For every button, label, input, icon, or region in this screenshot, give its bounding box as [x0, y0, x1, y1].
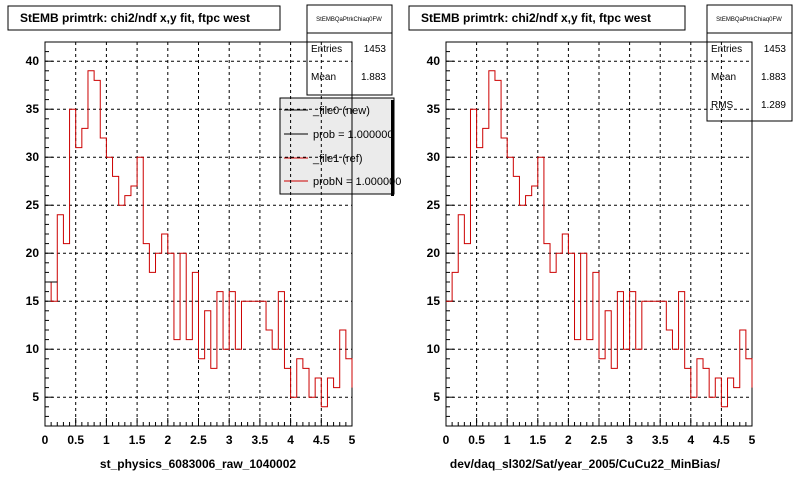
histogram-series — [446, 70, 753, 408]
x-tick-label: 0.5 — [468, 433, 485, 447]
y-tick-label: 35 — [427, 102, 441, 116]
left-legend-frame — [279, 97, 395, 195]
y-tick-label: 40 — [427, 54, 441, 68]
right-stats-rms-label: RMS — [711, 100, 734, 111]
left-plot-area: 0 0.5 1 1.5 2 2.5 3 3.5 4 4.5 5 5 10 15 20 25 30 35 40 — [26, 41, 356, 447]
x-tick-label: 1.5 — [529, 433, 546, 447]
y-tick-label: 25 — [26, 198, 40, 212]
x-tick-label: 0 — [443, 433, 450, 447]
right-plot-area: 0 0.5 1 1.5 2 2.5 3 3.5 4 4.5 5 5 10 15 20 25 30 35 40 — [427, 41, 756, 447]
left-title: StEMB primtrk: chi2/ndf x,y fit, ftpc we… — [20, 11, 250, 25]
legend-entry-0: _file0 (new) — [312, 105, 370, 117]
x-tick-label: 4 — [687, 433, 694, 447]
right-title-box — [408, 5, 686, 31]
left-stats-mean-value: 1.883 — [361, 72, 386, 83]
x-tick-label: 0.5 — [67, 433, 84, 447]
x-tick-label: 1 — [504, 433, 511, 447]
y-tick-label: 15 — [427, 294, 441, 308]
y-tick-label: 20 — [26, 246, 40, 260]
left-stats-entries-label: Entries — [311, 44, 342, 55]
histogram-series — [45, 70, 353, 408]
x-tick-label: 2 — [164, 433, 171, 447]
x-tick-label: 2.5 — [190, 433, 207, 447]
x-tick-label: 1.5 — [129, 433, 146, 447]
left-title-box — [7, 5, 281, 31]
right-stats-entries-label: Entries — [711, 44, 742, 55]
x-tick-label: 1 — [103, 433, 110, 447]
left-legend: _file0 (new) prob = 1.000000 _file1 (ref… — [279, 97, 401, 196]
x-tick-label: 4.5 — [713, 433, 730, 447]
right-title: StEMB primtrk: chi2/ndf x,y fit, ftpc we… — [421, 11, 651, 25]
right-stats-mean-label: Mean — [711, 72, 736, 83]
left-x-axis-label: st_physics_6083006_raw_1040002 — [100, 457, 296, 471]
right-x-axis-label: dev/daq_sl302/Sat/year_2005/CuCu22_MinBi… — [450, 457, 721, 471]
y-tick-label: 35 — [26, 102, 40, 116]
left-histogram-panel: StEMB primtrk: chi2/ndf x,y fit, ftpc we… — [7, 5, 296, 471]
legend-entry-1: prob = 1.000000 — [313, 129, 393, 141]
y-tick-label: 10 — [427, 342, 441, 356]
y-tick-label: 40 — [26, 54, 40, 68]
x-tick-label: 4 — [287, 433, 294, 447]
x-tick-label: 3 — [226, 433, 233, 447]
y-tick-label: 20 — [427, 246, 441, 260]
x-tick-label: 5 — [749, 433, 756, 447]
right-stats-entries-value: 1453 — [764, 44, 787, 55]
right-histogram-panel: StEMB primtrk: chi2/ndf x,y fit, ftpc we… — [408, 5, 721, 471]
x-tick-label: 5 — [349, 433, 356, 447]
y-tick-label: 15 — [26, 294, 40, 308]
legend-entry-3: probN = 1.000000 — [313, 176, 401, 188]
y-tick-label: 5 — [32, 390, 39, 404]
x-tick-label: 3 — [626, 433, 633, 447]
y-tick-label: 25 — [427, 198, 441, 212]
x-tick-label: 2 — [565, 433, 572, 447]
y-tick-label: 5 — [433, 390, 440, 404]
x-tick-label: 3.5 — [652, 433, 669, 447]
right-stats-title: StEMBQaPtrkChiaq0FW — [716, 17, 782, 23]
right-stats-mean-value: 1.883 — [761, 72, 786, 83]
left-stats-entries-value: 1453 — [364, 44, 387, 55]
x-tick-label: 3.5 — [252, 433, 269, 447]
x-tick-label: 0 — [42, 433, 49, 447]
legend-entry-2: _file1 (ref) — [312, 153, 363, 165]
y-tick-label: 10 — [26, 342, 40, 356]
left-stats-title: StEMBQaPtrkChiaq0FW — [316, 17, 382, 23]
y-tick-label: 30 — [427, 150, 441, 164]
right-stats-box: StEMBQaPtrkChiaq0FW Entries 1453 Mean 1.… — [706, 4, 793, 122]
x-tick-label: 4.5 — [313, 433, 330, 447]
right-stats-rms-value: 1.289 — [761, 100, 786, 111]
x-tick-label: 2.5 — [591, 433, 608, 447]
y-tick-label: 30 — [26, 150, 40, 164]
left-stats-mean-label: Mean — [311, 72, 336, 83]
left-stats-box: StEMBQaPtrkChiaq0FW Entries 1453 Mean 1.… — [306, 4, 393, 96]
